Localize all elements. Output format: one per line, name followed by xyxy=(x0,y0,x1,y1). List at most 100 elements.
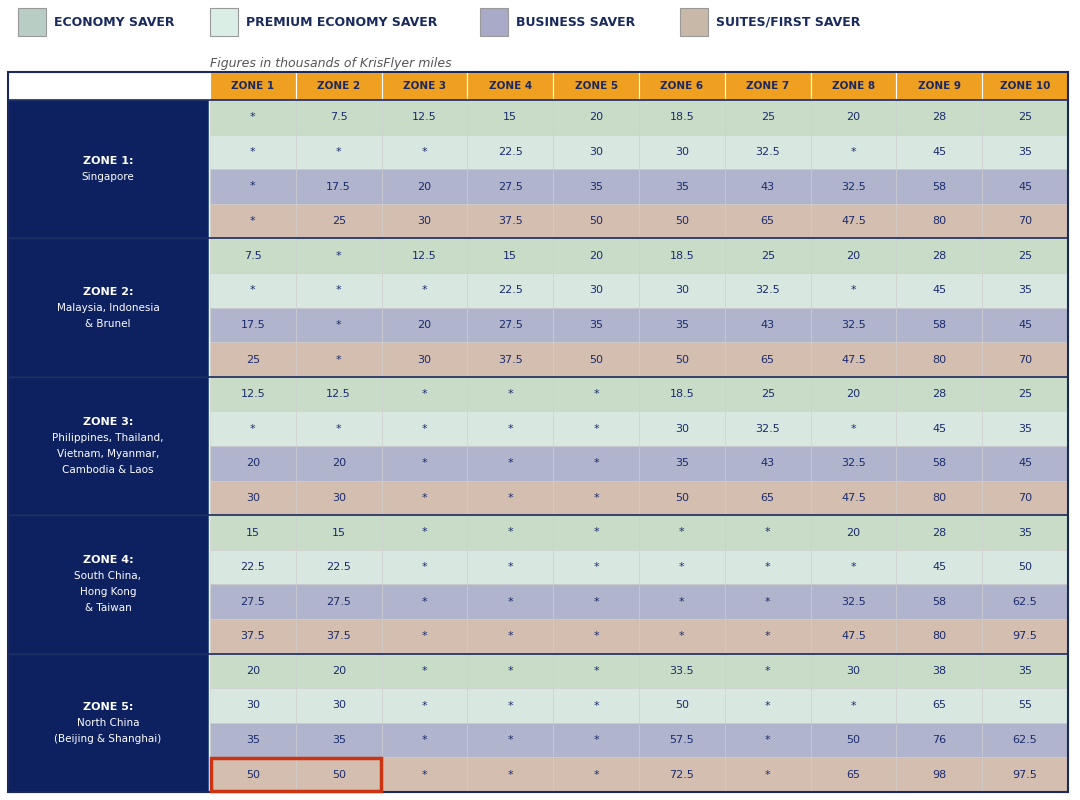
Text: 80: 80 xyxy=(932,493,946,503)
Text: 80: 80 xyxy=(932,216,946,226)
Text: ZONE 9: ZONE 9 xyxy=(918,81,961,91)
Text: 43: 43 xyxy=(760,320,774,330)
Text: *: * xyxy=(336,250,341,261)
Bar xyxy=(468,723,553,758)
Text: 43: 43 xyxy=(760,182,774,191)
Text: ZONE 3: ZONE 3 xyxy=(403,81,446,91)
Bar xyxy=(639,134,725,170)
Bar xyxy=(468,654,553,688)
Bar xyxy=(725,411,811,446)
Bar xyxy=(553,308,639,342)
Text: ZONE 6: ZONE 6 xyxy=(660,81,703,91)
Bar xyxy=(210,134,296,170)
Bar xyxy=(468,481,553,515)
Text: 25: 25 xyxy=(332,216,346,226)
Text: 20: 20 xyxy=(246,458,260,468)
Bar xyxy=(553,134,639,170)
Bar xyxy=(8,515,208,654)
Bar xyxy=(381,72,468,100)
Text: 30: 30 xyxy=(418,354,432,365)
Text: 32.5: 32.5 xyxy=(755,424,780,434)
Text: 30: 30 xyxy=(675,286,689,295)
Bar xyxy=(896,481,982,515)
Text: 70: 70 xyxy=(1018,493,1032,503)
Text: 30: 30 xyxy=(246,493,260,503)
Text: ZONE 2: ZONE 2 xyxy=(318,81,361,91)
Text: 35: 35 xyxy=(332,735,346,745)
Bar xyxy=(896,72,982,100)
Text: 12.5: 12.5 xyxy=(241,389,266,399)
Text: *: * xyxy=(593,701,599,710)
Text: 32.5: 32.5 xyxy=(841,182,866,191)
Bar xyxy=(982,411,1068,446)
Bar xyxy=(553,342,639,377)
Bar xyxy=(296,723,381,758)
Bar xyxy=(381,654,468,688)
Bar xyxy=(296,308,381,342)
Text: 70: 70 xyxy=(1018,354,1032,365)
Bar xyxy=(296,619,381,654)
Text: *: * xyxy=(679,527,685,538)
Text: *: * xyxy=(508,424,513,434)
Text: ZONE 1:: ZONE 1: xyxy=(83,156,133,166)
Bar xyxy=(896,170,982,204)
Bar xyxy=(210,481,296,515)
Bar xyxy=(725,100,811,134)
Bar xyxy=(553,446,639,481)
Bar xyxy=(639,654,725,688)
Text: 27.5: 27.5 xyxy=(498,320,523,330)
Bar xyxy=(468,585,553,619)
Bar xyxy=(210,100,296,134)
Text: 20: 20 xyxy=(332,666,346,676)
Bar xyxy=(896,758,982,792)
Bar xyxy=(982,619,1068,654)
Bar xyxy=(553,481,639,515)
Text: 15: 15 xyxy=(246,527,260,538)
Bar xyxy=(210,170,296,204)
Text: 20: 20 xyxy=(847,527,861,538)
Text: 25: 25 xyxy=(760,250,774,261)
Bar xyxy=(639,72,725,100)
Text: *: * xyxy=(421,458,428,468)
Text: 28: 28 xyxy=(932,250,946,261)
Text: 35: 35 xyxy=(589,182,603,191)
Bar xyxy=(210,8,238,36)
Bar xyxy=(639,758,725,792)
Bar xyxy=(468,758,553,792)
Text: *: * xyxy=(593,527,599,538)
Text: 76: 76 xyxy=(932,735,946,745)
Bar xyxy=(982,377,1068,411)
Text: 65: 65 xyxy=(760,216,774,226)
Bar xyxy=(982,72,1068,100)
Text: 18.5: 18.5 xyxy=(670,112,694,122)
Text: 50: 50 xyxy=(589,216,603,226)
Bar xyxy=(296,758,381,792)
Text: 45: 45 xyxy=(1018,320,1032,330)
Text: *: * xyxy=(421,770,428,780)
Text: 32.5: 32.5 xyxy=(841,458,866,468)
Text: 37.5: 37.5 xyxy=(498,354,523,365)
Bar xyxy=(982,481,1068,515)
Bar xyxy=(553,654,639,688)
Bar xyxy=(210,72,296,100)
Text: 12.5: 12.5 xyxy=(413,250,437,261)
Text: 35: 35 xyxy=(1018,527,1032,538)
Text: 32.5: 32.5 xyxy=(755,147,780,157)
Text: 50: 50 xyxy=(675,354,689,365)
Text: *: * xyxy=(251,286,256,295)
Bar xyxy=(296,688,381,723)
Text: *: * xyxy=(593,389,599,399)
Text: 50: 50 xyxy=(675,493,689,503)
Bar xyxy=(18,8,46,36)
Bar xyxy=(468,238,553,273)
Text: 20: 20 xyxy=(847,250,861,261)
Bar xyxy=(639,688,725,723)
Bar xyxy=(468,619,553,654)
Bar xyxy=(8,654,208,792)
Bar xyxy=(982,723,1068,758)
Bar xyxy=(210,342,296,377)
Bar xyxy=(468,342,553,377)
Bar xyxy=(296,377,381,411)
Bar xyxy=(639,446,725,481)
Text: *: * xyxy=(421,597,428,606)
